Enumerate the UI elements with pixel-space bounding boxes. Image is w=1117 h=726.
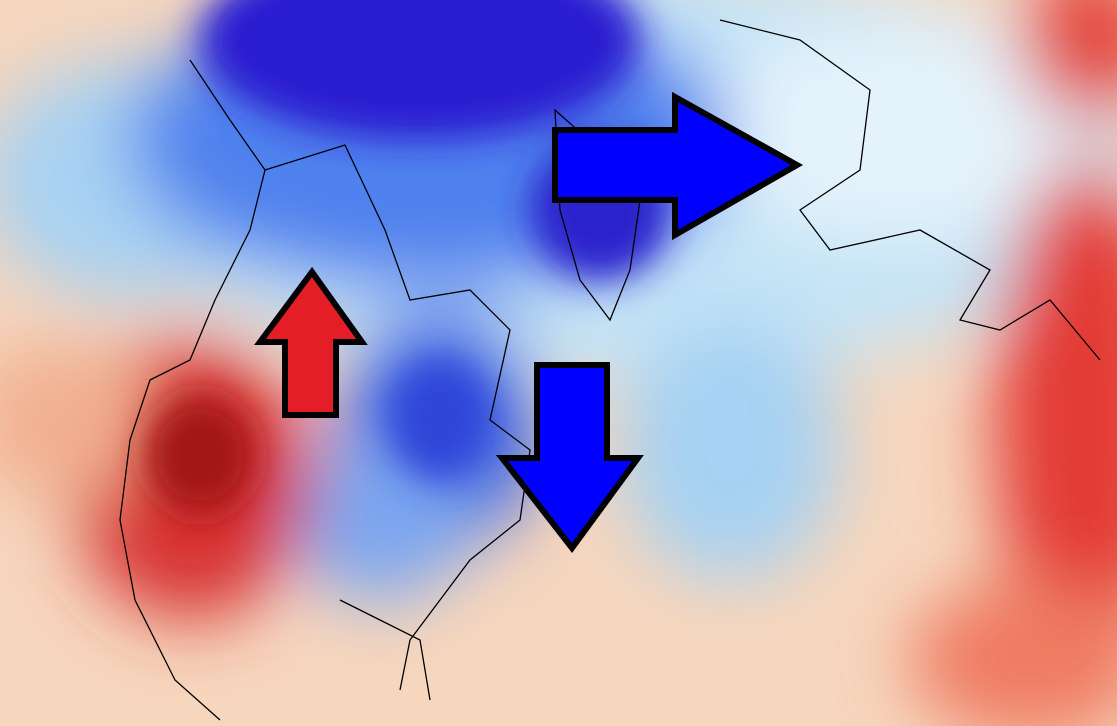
cold-arrow-south [495,362,644,553]
temperature-core [145,0,670,515]
coastlines [119,19,1101,721]
cold-arrow-east [552,91,804,241]
warm-arrow [254,266,368,418]
